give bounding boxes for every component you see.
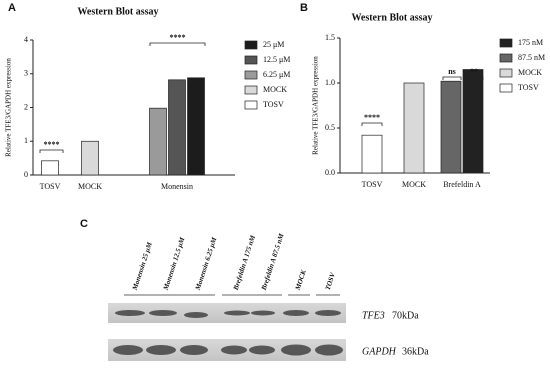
bands xyxy=(113,310,343,356)
lane-label: Monensin 25 μM xyxy=(131,241,155,293)
y-axis-label: Relative TFE3/GAPDH expression xyxy=(5,58,13,157)
significance-label: ns xyxy=(448,67,456,76)
bar xyxy=(440,80,462,174)
y-tick-label: 0.0 xyxy=(325,168,335,177)
legend-label: MOCK xyxy=(263,85,287,94)
bar xyxy=(41,160,59,176)
lane-label: Brefeldin A 87.5 nM xyxy=(260,232,286,292)
lane-label: Monensin 12.5 μM xyxy=(162,236,187,293)
size-label: 70kDa xyxy=(392,310,419,321)
panel-label: B xyxy=(300,2,308,14)
y-tick-label: 1.5 xyxy=(325,33,335,42)
panel-label: C xyxy=(80,218,88,230)
significance-bracket xyxy=(464,76,484,80)
lane-label: Brefeldin A 175 nM xyxy=(232,234,258,292)
y-tick-label: 0 xyxy=(24,170,28,179)
bar xyxy=(462,69,484,174)
x-tick-label: TOSV xyxy=(40,182,61,191)
x-tick-label: MOCK xyxy=(402,180,426,189)
legend-swatch xyxy=(244,70,258,80)
x-tick-label: MOCK xyxy=(78,182,102,191)
gene-label: GAPDH xyxy=(362,346,397,357)
chart-title: Western Blot assay xyxy=(77,6,158,17)
lane-label: Monensin 6.25 μM xyxy=(194,236,219,293)
significance-bracket xyxy=(149,42,206,46)
significance-bracket xyxy=(39,149,64,153)
legend-label: 87.5 nM xyxy=(518,53,545,62)
bar xyxy=(403,82,425,174)
legend-swatch xyxy=(499,68,513,78)
legend-swatch xyxy=(499,83,513,93)
bar xyxy=(187,77,205,176)
significance-label: ** xyxy=(470,67,478,76)
legend-label: 175 nM xyxy=(518,38,543,47)
legend-swatch xyxy=(244,55,258,65)
gene-label: TFE3 xyxy=(362,310,385,321)
legend-label: MOCK xyxy=(518,68,542,77)
significance-bracket xyxy=(442,76,462,80)
significance-label: **** xyxy=(364,113,380,122)
lane-label: MOCK xyxy=(294,268,309,292)
y-tick-label: 0.5 xyxy=(325,123,335,132)
y-tick-label: 4 xyxy=(24,35,28,44)
y-tick-label: 2 xyxy=(24,102,28,111)
legend-label: 6.25 μM xyxy=(263,70,290,79)
legend-swatch xyxy=(244,85,258,95)
x-tick-label: TOSV xyxy=(362,180,383,189)
bar xyxy=(361,134,383,174)
legend-label: 12.5 μM xyxy=(263,55,290,64)
legend-swatch xyxy=(244,40,258,50)
legend-swatch xyxy=(244,100,258,110)
bar xyxy=(168,79,186,176)
y-axis-label: Relative TFE3/GAPDH expression xyxy=(312,56,320,155)
chart-title: Western Blot assay xyxy=(351,12,432,23)
legend-label: TOSV xyxy=(518,83,539,92)
y-tick-label: 3 xyxy=(24,69,28,78)
significance-bracket xyxy=(361,122,383,126)
significance-label: **** xyxy=(170,33,186,42)
y-tick-label: 1 xyxy=(24,136,28,145)
x-tick-label: Monensin xyxy=(161,182,193,191)
panel-label: A xyxy=(8,2,16,14)
bar xyxy=(149,107,167,176)
bar xyxy=(81,140,99,176)
x-tick-label: Brefeldin A xyxy=(443,180,481,189)
legend-swatch xyxy=(499,53,513,63)
significance-label: **** xyxy=(44,140,60,149)
size-label: 36kDa xyxy=(402,346,429,357)
legend-label: 25 μM xyxy=(263,40,284,49)
lane-label: TOSV xyxy=(324,270,338,291)
y-tick-label: 1.0 xyxy=(325,78,335,87)
legend-label: TOSV xyxy=(263,100,284,109)
legend-swatch xyxy=(499,38,513,48)
